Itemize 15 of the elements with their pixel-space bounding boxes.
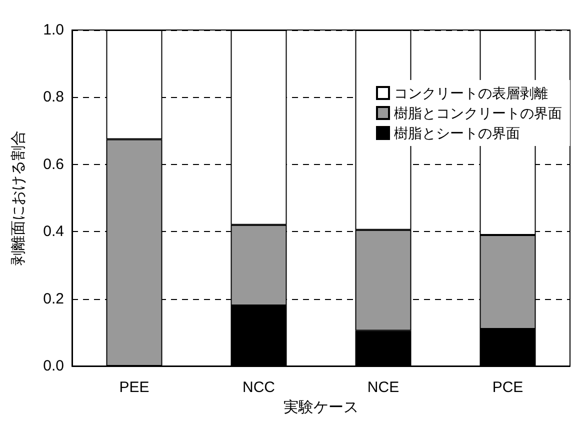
y-tick-label: 0.6 bbox=[43, 156, 64, 173]
x-tick-label: NCE bbox=[367, 379, 400, 396]
y-axis-title: 剥離面における割合 bbox=[10, 130, 27, 266]
x-tick-label: PCE bbox=[492, 379, 524, 396]
x-tick-label: PEE bbox=[119, 379, 150, 396]
x-axis-title: 実験ケース bbox=[284, 398, 358, 416]
y-tick-label: 0.2 bbox=[43, 290, 64, 308]
y-tick-label: 1.0 bbox=[43, 22, 64, 38]
legend-label: 樹脂とコンクリートの界面 bbox=[394, 105, 562, 121]
legend-label: コンクリートの表層剥離 bbox=[394, 85, 548, 101]
y-tick-label: 0.4 bbox=[43, 223, 64, 240]
x-tick-label: NCC bbox=[242, 379, 276, 396]
y-tick-label: 0.0 bbox=[43, 358, 64, 374]
legend-label: 樹脂とシートの界面 bbox=[394, 125, 520, 141]
y-tick-label: 0.8 bbox=[43, 88, 64, 106]
